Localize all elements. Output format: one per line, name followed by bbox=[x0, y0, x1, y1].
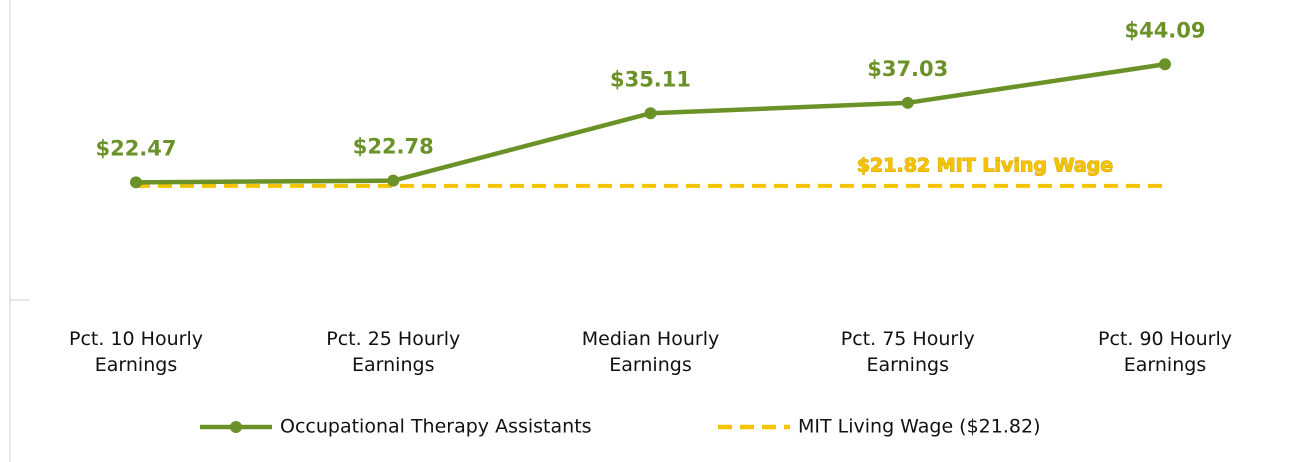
legend-marker bbox=[230, 421, 242, 433]
point bbox=[130, 176, 142, 189]
data-label: $22.78 bbox=[353, 135, 434, 159]
data-label: $37.03 bbox=[867, 57, 948, 81]
legend-label: MIT Living Wage ($21.82) bbox=[798, 416, 1040, 438]
x-tick-label: Pct. 10 Hourly Earnings bbox=[69, 328, 203, 376]
x-tick-label: Pct. 75 Hourly Earnings bbox=[840, 328, 975, 376]
point bbox=[901, 96, 914, 109]
x-tick-label: Median Hourly Earnings bbox=[581, 328, 720, 376]
x-tick-label: Pct. 25 Hourly Earnings bbox=[326, 328, 461, 376]
data-label: $35.11 bbox=[610, 67, 691, 91]
data-label: $22.47 bbox=[95, 136, 176, 160]
x-tick-label: Pct. 90 Hourly Earnings bbox=[1098, 328, 1232, 376]
point bbox=[644, 107, 657, 120]
point bbox=[1159, 58, 1171, 71]
legend-label: Occupational Therapy Assistants bbox=[280, 416, 592, 438]
point bbox=[387, 174, 400, 187]
annotation: $21.82 MIT Living Wage bbox=[857, 154, 1113, 176]
data-label: $44.09 bbox=[1124, 18, 1205, 42]
